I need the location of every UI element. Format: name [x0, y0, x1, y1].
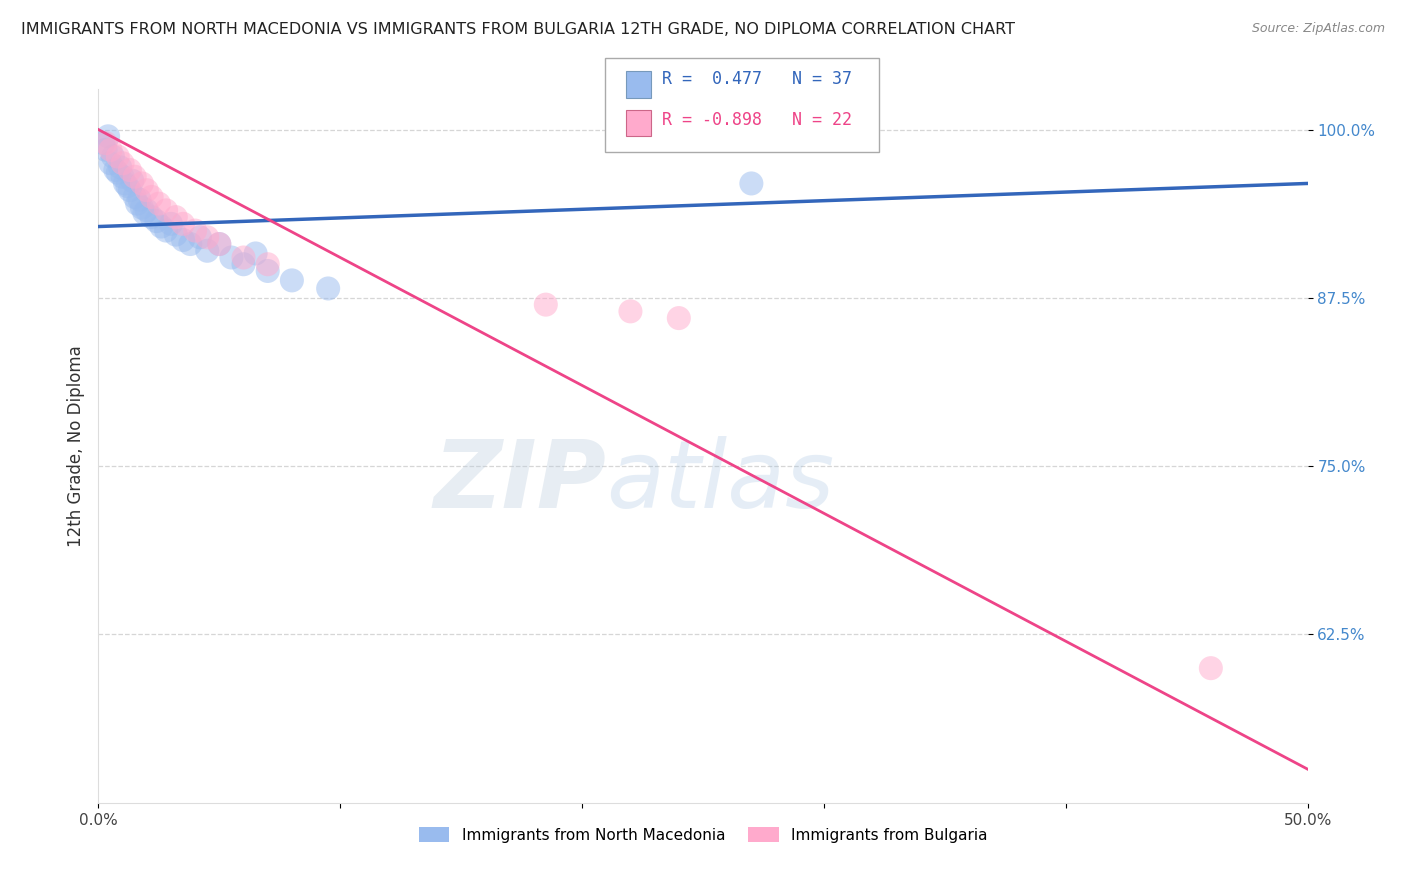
- Text: IMMIGRANTS FROM NORTH MACEDONIA VS IMMIGRANTS FROM BULGARIA 12TH GRADE, NO DIPLO: IMMIGRANTS FROM NORTH MACEDONIA VS IMMIG…: [21, 22, 1015, 37]
- Point: [145, 214, 167, 228]
- Point: [107, 166, 129, 180]
- Point: [111, 156, 134, 170]
- Point: [114, 177, 136, 191]
- Point: [135, 183, 157, 197]
- Text: Source: ZipAtlas.com: Source: ZipAtlas.com: [1251, 22, 1385, 36]
- Point: [155, 203, 177, 218]
- Point: [150, 219, 173, 234]
- Point: [94, 143, 117, 157]
- Point: [208, 237, 231, 252]
- Point: [118, 163, 141, 178]
- Point: [128, 193, 150, 207]
- Point: [141, 210, 163, 224]
- Point: [740, 177, 762, 191]
- Point: [118, 183, 141, 197]
- Point: [131, 177, 153, 191]
- Point: [534, 298, 557, 312]
- Point: [232, 251, 254, 265]
- Text: ZIP: ZIP: [433, 435, 606, 528]
- Point: [117, 179, 139, 194]
- Point: [188, 230, 211, 244]
- Point: [101, 149, 124, 163]
- Point: [245, 246, 267, 260]
- Point: [160, 217, 183, 231]
- Point: [179, 237, 201, 252]
- Point: [94, 136, 117, 150]
- Point: [100, 156, 122, 170]
- Point: [221, 251, 243, 265]
- Point: [316, 281, 339, 295]
- Point: [124, 169, 146, 184]
- Point: [172, 233, 194, 247]
- Point: [104, 163, 127, 178]
- Point: [1199, 661, 1222, 675]
- Point: [195, 244, 218, 258]
- Point: [134, 206, 156, 220]
- Text: R = -0.898   N = 22: R = -0.898 N = 22: [662, 112, 852, 129]
- Point: [124, 190, 146, 204]
- Point: [127, 196, 149, 211]
- Legend: Immigrants from North Macedonia, Immigrants from Bulgaria: Immigrants from North Macedonia, Immigra…: [412, 821, 994, 848]
- Point: [148, 196, 170, 211]
- Point: [256, 257, 278, 271]
- Point: [195, 230, 218, 244]
- Point: [121, 174, 143, 188]
- Point: [184, 223, 207, 237]
- Point: [97, 129, 120, 144]
- Point: [131, 201, 153, 215]
- Point: [141, 190, 163, 204]
- Point: [256, 264, 278, 278]
- Point: [232, 257, 254, 271]
- Point: [281, 273, 304, 287]
- Y-axis label: 12th Grade, No Diploma: 12th Grade, No Diploma: [66, 345, 84, 547]
- Point: [208, 237, 231, 252]
- Text: atlas: atlas: [606, 436, 835, 527]
- Point: [155, 223, 177, 237]
- Text: R =  0.477   N = 37: R = 0.477 N = 37: [662, 70, 852, 88]
- Point: [111, 169, 134, 184]
- Point: [165, 210, 187, 224]
- Point: [91, 136, 114, 150]
- Point: [165, 227, 187, 242]
- Point: [108, 161, 131, 175]
- Point: [172, 217, 194, 231]
- Point: [619, 304, 641, 318]
- Point: [668, 311, 690, 326]
- Point: [100, 143, 122, 157]
- Point: [135, 203, 157, 218]
- Point: [107, 149, 129, 163]
